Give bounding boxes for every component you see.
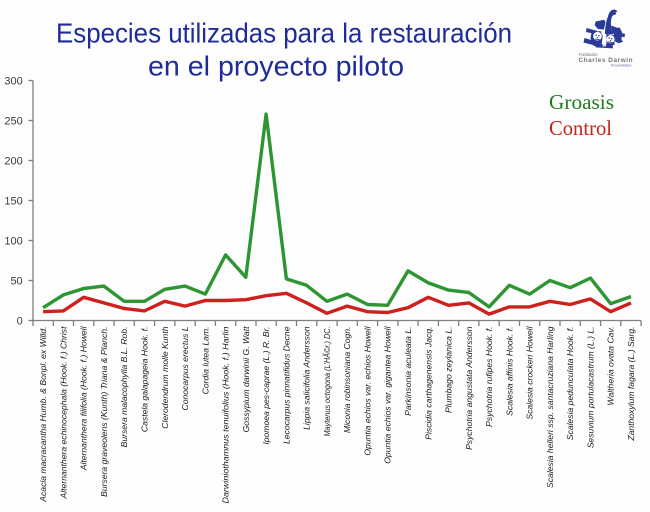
svg-text:Acacia macracantha Humb. & Bon: Acacia macracantha Humb. & Bonpl. ex Wil…: [38, 327, 48, 503]
svg-text:Psychotria angustata Andersson: Psychotria angustata Andersson: [464, 326, 474, 450]
svg-text:Scalesia affinis Hook. f.: Scalesia affinis Hook. f.: [504, 327, 514, 416]
svg-text:Darwiniothamnus tenuifolius (H: Darwiniothamnus tenuifolius (Hook. f.) H…: [221, 326, 231, 503]
svg-text:Alternanthera filifolia (Hook.: Alternanthera filifolia (Hook. f.) Howel…: [79, 325, 89, 471]
svg-text:Zanthoxylum fagara (L.) Sarg.: Zanthoxylum fagara (L.) Sarg.: [626, 327, 636, 442]
svg-text:Castela galapageia Hook. f.: Castela galapageia Hook. f.: [140, 327, 150, 433]
svg-text:Ipomoea pes-caprae (L.) R. Br.: Ipomoea pes-caprae (L.) R. Br.: [261, 327, 271, 445]
svg-text:Alternanthera echinocephala (H: Alternanthera echinocephala (Hook. f.) C…: [58, 326, 68, 500]
svg-text:Conocarpus erectus L: Conocarpus erectus L: [180, 326, 190, 410]
svg-text:Control: Control: [549, 116, 612, 140]
svg-text:Sesuvium portulacastrum (L.) L: Sesuvium portulacastrum (L.) L.: [585, 327, 595, 449]
svg-text:Groasis: Groasis: [549, 90, 614, 114]
svg-text:Lecocarpus pinnatifidus Decne: Lecocarpus pinnatifidus Decne: [281, 326, 291, 444]
svg-text:Psychotria rufipes Hook. f.: Psychotria rufipes Hook. f.: [484, 327, 494, 427]
svg-text:Lippia salicifolia Andersson: Lippia salicifolia Andersson: [302, 326, 312, 430]
svg-text:Piscidia carthagenensis Jacq.: Piscidia carthagenensis Jacq.: [423, 327, 433, 440]
svg-text:Parkinsonia aculeata L.: Parkinsonia aculeata L.: [403, 327, 413, 416]
svg-text:50: 50: [10, 276, 22, 288]
svg-text:Gossypium darwinii G. Watt: Gossypium darwinii G. Watt: [241, 326, 251, 432]
svg-text:Cordia lutea Lam.: Cordia lutea Lam.: [200, 327, 210, 395]
svg-text:100: 100: [4, 236, 22, 248]
svg-text:Bursera malacophylla B.L. Rob.: Bursera malacophylla B.L. Rob.: [119, 327, 129, 448]
svg-text:300: 300: [4, 76, 22, 88]
svg-text:150: 150: [4, 196, 22, 208]
svg-text:Scalesia pedunculata Hook. f.: Scalesia pedunculata Hook. f.: [565, 327, 575, 441]
svg-text:Miconia robinsoniana Cogn.: Miconia robinsoniana Cogn.: [342, 327, 352, 434]
svg-text:Maytenus octogona (L'HÃ©r.) DC: Maytenus octogona (L'HÃ©r.) DC.: [322, 327, 332, 437]
svg-text:0: 0: [17, 316, 23, 328]
svg-text:Clerodendrum molle Kunth: Clerodendrum molle Kunth: [160, 326, 170, 428]
svg-text:Foundation: Foundation: [611, 63, 632, 68]
svg-text:Bursera graveolens (Kunth) Tri: Bursera graveolens (Kunth) Triana & Plan…: [99, 327, 109, 497]
svg-text:Waltheria ovata Cav.: Waltheria ovata Cav.: [606, 327, 616, 406]
svg-text:Opuntia echios var. gigantea H: Opuntia echios var. gigantea Howell: [383, 325, 393, 463]
svg-text:250: 250: [4, 116, 22, 128]
svg-text:200: 200: [4, 156, 22, 168]
svg-text:Plumbago zeylanica L.: Plumbago zeylanica L.: [444, 327, 454, 413]
svg-text:Fundación: Fundación: [579, 52, 598, 57]
svg-text:en el proyecto piloto: en el proyecto piloto: [148, 51, 404, 82]
svg-text:Especies utilizadas para la re: Especies utilizadas para la restauración: [56, 18, 512, 49]
svg-text:Charles Darwin: Charles Darwin: [579, 57, 633, 64]
svg-text:Scalesia crockeri Howell: Scalesia crockeri Howell: [525, 325, 535, 419]
svg-text:Scalesia helleri ssp. santacru: Scalesia helleri ssp. santacruziana Harl…: [545, 326, 555, 488]
svg-text:Opuntia echios var. echios How: Opuntia echios var. echios Howell: [363, 325, 373, 455]
